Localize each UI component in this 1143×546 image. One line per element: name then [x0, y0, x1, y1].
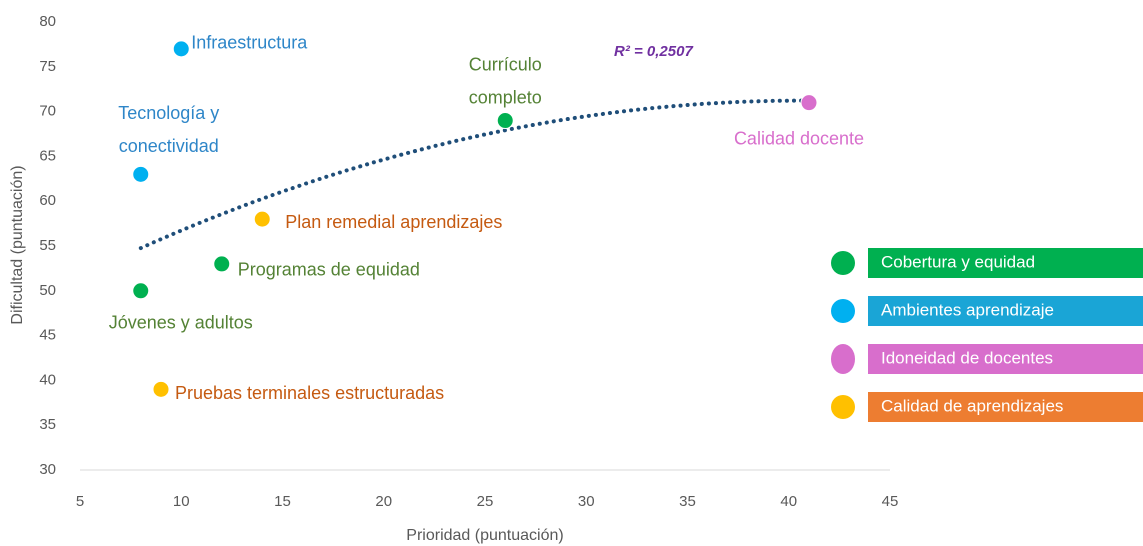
- y-tick-label: 45: [39, 327, 56, 344]
- y-tick-label: 70: [39, 103, 56, 120]
- y-tick-label: 50: [39, 282, 56, 299]
- trendline: [138, 98, 811, 251]
- legend-box: [868, 296, 1143, 326]
- point-label: Currículo: [469, 54, 542, 74]
- x-axis-title: Prioridad (puntuación): [406, 527, 563, 544]
- point-label: Calidad docente: [734, 128, 864, 148]
- x-tick-label: 15: [274, 493, 291, 510]
- point: [800, 94, 818, 112]
- y-tick-label: 60: [39, 192, 56, 209]
- y-tick-label: 65: [39, 147, 56, 164]
- x-tick-label: 20: [375, 493, 392, 510]
- point-label: Pruebas terminales estructuradas: [175, 383, 444, 403]
- point-label: Plan remedial aprendizajes: [285, 212, 502, 232]
- legend-marker: [831, 395, 855, 419]
- point: [132, 282, 150, 300]
- legend-label: Ambientes aprendizaje: [881, 300, 1054, 319]
- point-label: Tecnología y: [118, 103, 219, 123]
- point: [132, 165, 150, 183]
- x-tick-label: 45: [882, 493, 899, 510]
- legend-box: [868, 248, 1143, 278]
- legend-label: Cobertura y equidad: [881, 252, 1035, 271]
- x-tick-label: 10: [173, 493, 190, 510]
- point-label: Infraestructura: [191, 33, 308, 53]
- legend-marker: [831, 344, 855, 374]
- y-tick-label: 30: [39, 461, 56, 478]
- x-tick-label: 25: [477, 493, 494, 510]
- x-tick-label: 30: [578, 493, 595, 510]
- x-tick-label: 40: [780, 493, 797, 510]
- point: [152, 380, 170, 398]
- r-squared: R² = 0,2507: [614, 43, 693, 60]
- y-axis-title: Dificultad (puntuación): [9, 165, 26, 324]
- point: [172, 40, 190, 58]
- x-tick-label: 35: [679, 493, 696, 510]
- y-tick-label: 75: [39, 58, 56, 75]
- y-tick-label: 80: [39, 13, 56, 30]
- legend-box: [868, 392, 1143, 422]
- point: [496, 112, 514, 130]
- legend-marker: [831, 299, 855, 323]
- legend-label: Calidad de aprendizajes: [881, 396, 1063, 415]
- legend-marker: [831, 251, 855, 275]
- x-tick-label: 5: [76, 493, 84, 510]
- y-tick-label: 55: [39, 237, 56, 254]
- point-label: Jóvenes y adultos: [109, 313, 253, 333]
- y-tick-label: 35: [39, 416, 56, 433]
- point-label: completo: [469, 87, 542, 107]
- point-label: conectividad: [119, 136, 219, 156]
- point: [253, 210, 271, 228]
- y-tick-label: 40: [39, 371, 56, 388]
- point-label: Programas de equidad: [238, 260, 420, 280]
- point: [213, 255, 231, 273]
- legend-box: [868, 344, 1143, 374]
- legend-label: Idoneidad de docentes: [881, 348, 1053, 367]
